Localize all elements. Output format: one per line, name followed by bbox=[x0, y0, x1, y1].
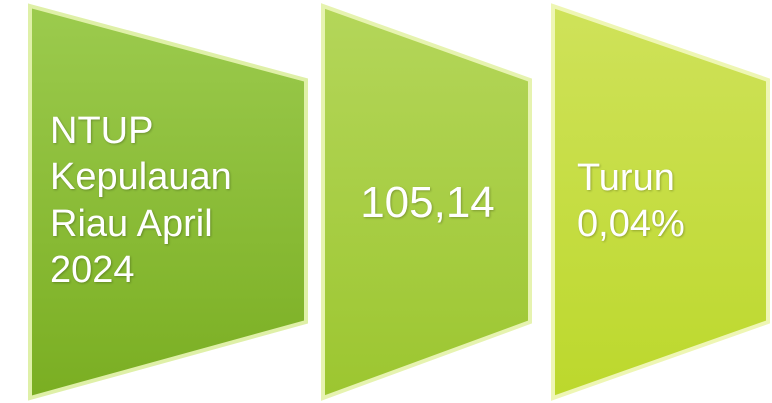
panel-shape bbox=[28, 3, 308, 401]
panel-shape bbox=[321, 3, 532, 401]
panel-shape bbox=[551, 3, 770, 401]
panel-label: NTUP Kepulauan Riau April 2024 bbox=[50, 110, 232, 292]
panel-change: Turun 0,04% bbox=[577, 157, 685, 246]
panel-value: 105,14 bbox=[360, 178, 495, 227]
